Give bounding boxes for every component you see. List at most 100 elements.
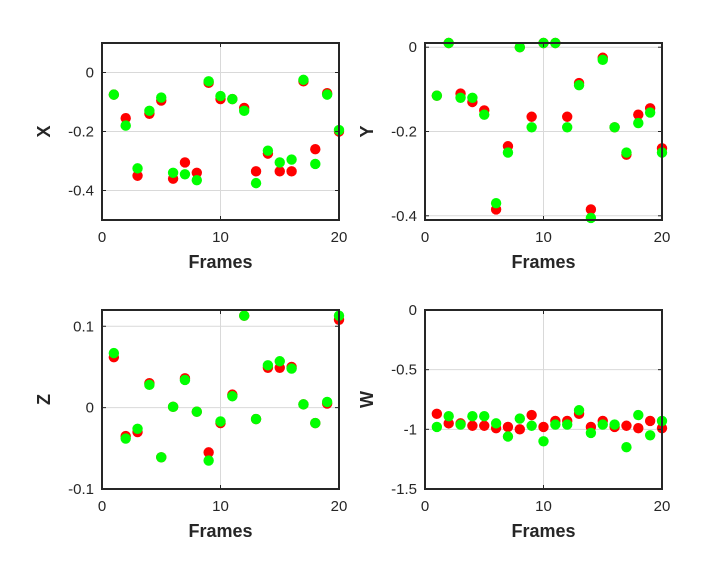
y-tick-label: 0 <box>409 39 417 56</box>
red-point <box>562 111 573 122</box>
red-point <box>479 420 490 431</box>
green-point <box>227 391 238 402</box>
green-point <box>502 147 514 158</box>
y-tick-label: 0 <box>86 65 94 82</box>
green-point <box>490 197 502 209</box>
y-tick-label: 0.1 <box>73 318 94 335</box>
green-point <box>310 417 321 429</box>
green-point <box>191 174 202 186</box>
green-point <box>274 157 285 168</box>
green-point <box>609 419 620 430</box>
green-point <box>120 433 131 444</box>
green-point <box>215 416 226 427</box>
green-point <box>514 42 525 53</box>
green-point <box>609 122 620 133</box>
red-point <box>250 166 262 177</box>
green-point <box>298 399 309 410</box>
red-point <box>644 415 656 427</box>
green-point <box>502 431 514 442</box>
green-point <box>215 90 226 102</box>
green-point <box>167 401 179 413</box>
y-tick-label: -1 <box>404 421 417 438</box>
red-point <box>538 421 549 433</box>
green-point <box>274 356 285 367</box>
y-tick-label: -0.2 <box>391 124 417 141</box>
red-point <box>502 421 514 433</box>
green-point <box>585 427 597 439</box>
x-tick-label: 10 <box>212 498 229 515</box>
red-point <box>286 166 297 177</box>
green-point <box>597 54 608 66</box>
green-point <box>455 419 466 430</box>
green-point <box>132 163 143 174</box>
green-point <box>538 436 549 447</box>
green-point <box>526 420 537 431</box>
green-point <box>550 419 561 430</box>
green-point <box>633 409 644 421</box>
green-point <box>562 122 573 133</box>
green-point <box>156 92 167 103</box>
red-point <box>514 424 525 435</box>
red-point <box>431 408 443 420</box>
y-tick-label: -0.5 <box>391 362 417 379</box>
x-tick-label: 0 <box>421 498 429 515</box>
green-point <box>227 93 238 105</box>
green-point <box>262 360 274 371</box>
green-point <box>526 122 537 133</box>
green-point <box>431 90 443 101</box>
red-point <box>310 144 321 155</box>
red-point <box>443 418 454 429</box>
y-axis-label: Y <box>357 125 377 137</box>
red-point <box>526 111 537 122</box>
red-point <box>203 447 214 458</box>
green-point <box>490 418 502 429</box>
green-point <box>179 374 191 386</box>
x-tick-label: 0 <box>98 229 106 246</box>
green-point <box>633 117 644 129</box>
green-point <box>167 167 179 178</box>
red-point <box>633 109 644 120</box>
green-point <box>321 396 333 408</box>
green-point <box>321 89 333 100</box>
y-tick-label: -0.4 <box>68 183 94 200</box>
y-axis-label: W <box>357 391 377 408</box>
x-axis-label: Frames <box>511 521 575 541</box>
green-point <box>479 411 490 422</box>
green-point <box>239 310 250 321</box>
green-point <box>597 419 608 430</box>
red-point <box>120 113 131 124</box>
x-tick-label: 20 <box>654 229 671 246</box>
y-axis-label: X <box>34 125 54 137</box>
green-point <box>562 419 573 430</box>
red-point <box>621 420 632 431</box>
subplot-y: 0 10 20 -0.4 -0.2 0 Frames Y <box>357 37 671 272</box>
green-point <box>467 411 478 422</box>
green-point <box>644 430 656 441</box>
red-point <box>179 157 191 168</box>
subplot-w: 0 10 20 -1.5 -1 -0.5 0 Frames W <box>357 302 670 541</box>
x-tick-label: 10 <box>212 229 229 246</box>
green-point <box>443 411 454 422</box>
green-point <box>203 455 214 466</box>
x-tick-label: 0 <box>421 229 429 246</box>
green-point <box>621 147 632 158</box>
x-tick-label: 0 <box>98 498 106 515</box>
green-point <box>573 79 585 91</box>
y-axis-label: Z <box>34 394 54 405</box>
green-point <box>286 363 297 374</box>
y-tick-label: 0 <box>86 400 94 417</box>
green-point <box>455 92 466 103</box>
green-point <box>120 120 131 131</box>
x-tick-label: 20 <box>331 229 348 246</box>
green-point <box>431 421 443 433</box>
y-tick-label: -0.1 <box>68 481 94 498</box>
green-point <box>467 92 478 103</box>
green-point <box>262 145 274 156</box>
green-point <box>250 413 262 425</box>
green-point <box>203 76 214 87</box>
y-tick-label: -0.4 <box>391 208 417 225</box>
green-point <box>132 423 143 434</box>
green-point <box>239 105 250 117</box>
